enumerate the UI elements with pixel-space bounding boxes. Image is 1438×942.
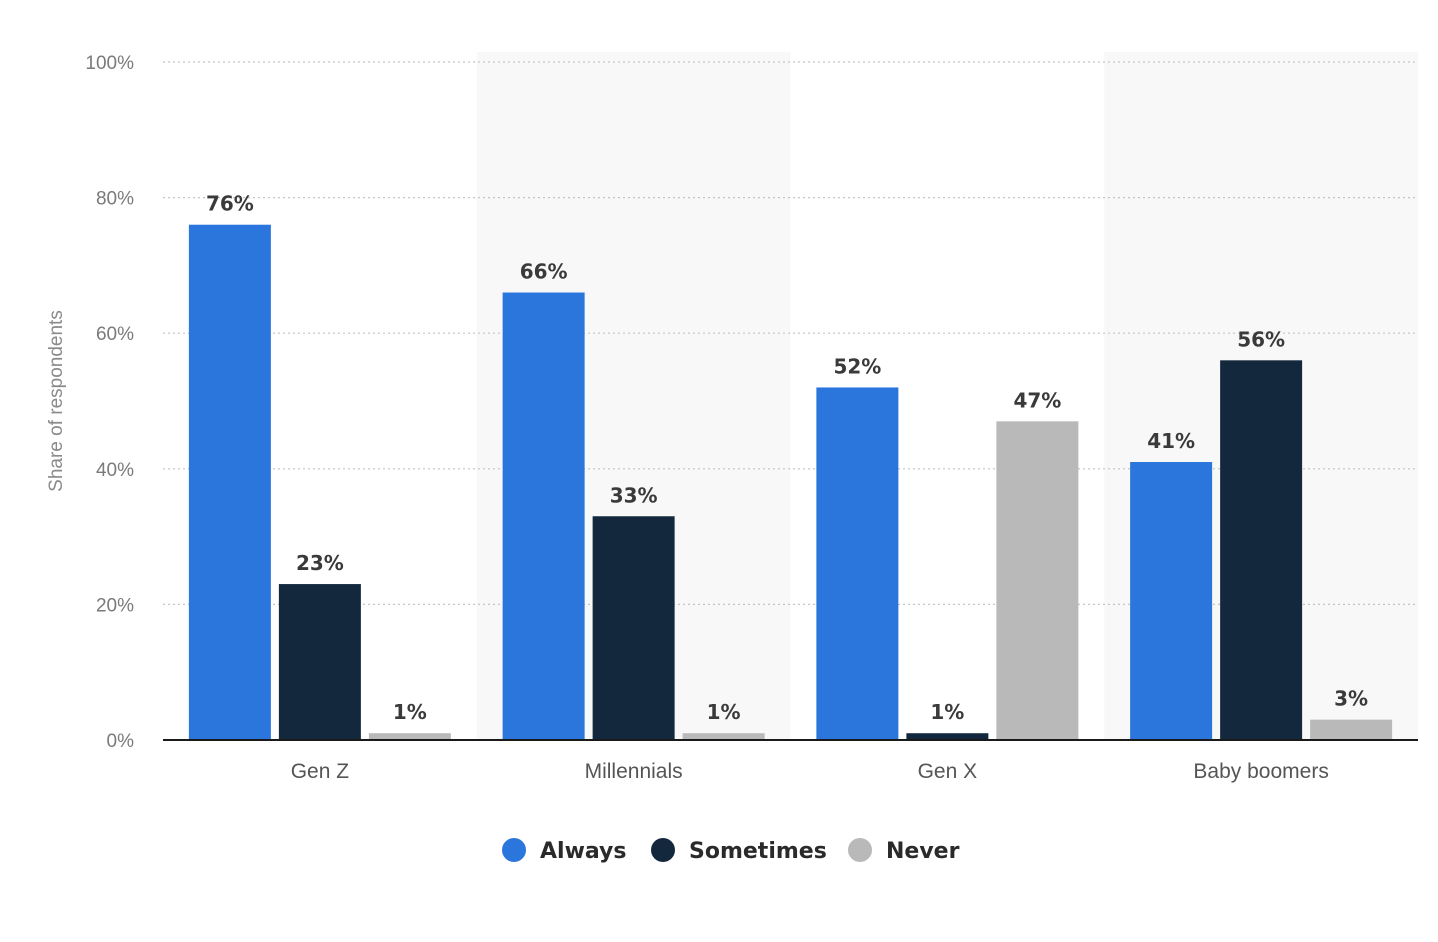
bar-never-millennials[interactable] xyxy=(682,733,765,740)
y-tick-label: 100% xyxy=(85,53,134,74)
data-label: 23% xyxy=(296,551,344,575)
bars xyxy=(188,224,1393,741)
data-label: 33% xyxy=(610,483,658,507)
bar-never-gen-z[interactable] xyxy=(368,733,451,740)
bar-always-gen-z[interactable] xyxy=(188,224,271,741)
data-label: 56% xyxy=(1237,327,1285,351)
bar-sometimes-gen-x[interactable] xyxy=(906,733,989,740)
legend-label: Never xyxy=(886,839,960,864)
data-label: 1% xyxy=(930,700,964,724)
data-label: 41% xyxy=(1147,429,1195,453)
data-label: 47% xyxy=(1013,388,1061,412)
y-tick-label: 40% xyxy=(96,460,134,481)
x-category-label: Millennials xyxy=(585,760,683,783)
legend-marker xyxy=(651,838,675,862)
data-label: 1% xyxy=(707,700,741,724)
data-label: 52% xyxy=(833,354,881,378)
y-tick-label: 60% xyxy=(96,324,134,345)
legend-label: Sometimes xyxy=(689,839,827,864)
data-label: 66% xyxy=(520,260,568,284)
legend-label: Always xyxy=(540,839,627,864)
data-label: 1% xyxy=(393,700,427,724)
y-tick-label: 20% xyxy=(96,595,134,616)
data-labels: 76% 23% 1% 66% 33% 1% 52% 1% 47% 41% 56% 3% xyxy=(206,192,1368,724)
legend-marker xyxy=(502,838,526,862)
data-label: 3% xyxy=(1334,687,1368,711)
bar-always-gen-x[interactable] xyxy=(816,387,899,740)
legend-item-sometimes[interactable]: Sometimes xyxy=(651,838,827,864)
bar-sometimes-millennials[interactable] xyxy=(592,516,675,740)
data-label: 76% xyxy=(206,192,254,216)
legend-item-never[interactable]: Never xyxy=(848,838,960,864)
bar-always-baby-boomers[interactable] xyxy=(1130,462,1213,740)
legend[interactable]: Always Sometimes Never xyxy=(502,838,960,864)
y-axis-title: Share of respondents xyxy=(46,310,67,492)
bar-never-baby-boomers[interactable] xyxy=(1310,719,1393,740)
y-axis-ticks: 0% 20% 40% 60% 80% 100% xyxy=(85,53,134,752)
x-category-label: Gen Z xyxy=(291,760,350,783)
y-tick-label: 80% xyxy=(96,189,134,210)
bar-sometimes-baby-boomers[interactable] xyxy=(1220,360,1303,740)
bar-always-millennials[interactable] xyxy=(502,292,585,740)
x-category-label: Gen X xyxy=(918,760,978,783)
x-axis-categories: Gen Z Millennials Gen X Baby boomers xyxy=(291,760,1329,783)
legend-item-always[interactable]: Always xyxy=(502,838,627,864)
y-tick-label: 0% xyxy=(107,731,135,752)
x-category-label: Baby boomers xyxy=(1193,760,1328,783)
legend-marker xyxy=(848,838,872,862)
bar-never-gen-x[interactable] xyxy=(996,421,1079,740)
bar-sometimes-gen-z[interactable] xyxy=(278,584,361,740)
